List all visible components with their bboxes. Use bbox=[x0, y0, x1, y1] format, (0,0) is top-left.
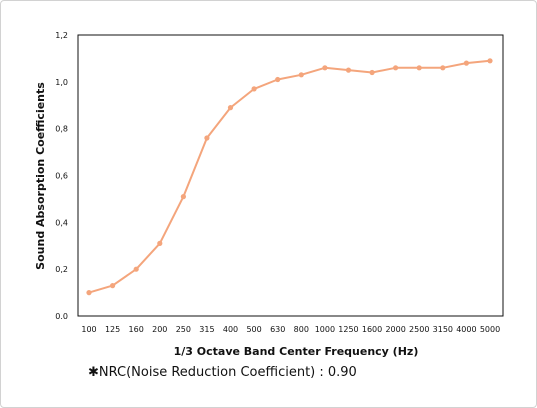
x-tick-label: 2500 bbox=[409, 325, 429, 334]
x-tick-label: 100 bbox=[81, 325, 96, 334]
nrc-note: ✱NRC(Noise Reduction Coefficient) : 0.90 bbox=[88, 365, 357, 380]
data-point bbox=[416, 65, 422, 71]
x-tick-label: 800 bbox=[294, 325, 309, 334]
y-tick-label: 0,2 bbox=[55, 265, 68, 274]
x-tick-label: 630 bbox=[270, 325, 285, 334]
data-point bbox=[110, 283, 116, 289]
x-tick-label: 3150 bbox=[433, 325, 453, 334]
data-point bbox=[204, 135, 210, 141]
data-point bbox=[251, 86, 257, 92]
y-tick-label: 1,2 bbox=[55, 31, 68, 40]
data-point bbox=[133, 266, 139, 272]
x-tick-label: 160 bbox=[129, 325, 144, 334]
x-tick-label: 1250 bbox=[338, 325, 358, 334]
data-point bbox=[180, 194, 186, 200]
x-tick-label: 315 bbox=[199, 325, 214, 334]
data-point bbox=[275, 76, 281, 83]
nrc-note-text: NRC(Noise Reduction Coefficient) : 0.90 bbox=[98, 365, 357, 380]
x-tick-label: 4000 bbox=[456, 325, 476, 334]
y-tick-label: 1,0 bbox=[55, 78, 68, 87]
x-tick-label: 400 bbox=[223, 325, 238, 334]
series-line bbox=[88, 59, 491, 294]
x-axis-title: 1/3 Octave Band Center Frequency (Hz) bbox=[174, 345, 419, 358]
data-point bbox=[157, 240, 163, 246]
x-tick-label: 1600 bbox=[362, 325, 382, 334]
x-tick-label: 5000 bbox=[480, 325, 500, 334]
x-tick-label: 1000 bbox=[315, 325, 335, 334]
asterisk-marker: ✱ bbox=[88, 365, 99, 380]
data-point bbox=[440, 65, 446, 71]
x-tick-label: 200 bbox=[152, 325, 167, 334]
x-axis-ticks: 100 125 160 200 250 315 400 500 630 800 1000 1250 16… bbox=[81, 325, 500, 334]
data-point bbox=[487, 58, 493, 64]
x-tick-label: 125 bbox=[105, 325, 120, 334]
y-tick-label: 0,8 bbox=[55, 125, 68, 134]
x-tick-label: 500 bbox=[246, 325, 261, 334]
data-point bbox=[463, 60, 469, 66]
data-point bbox=[86, 290, 92, 296]
plot-area bbox=[77, 34, 504, 317]
y-tick-label: 0,4 bbox=[55, 218, 68, 227]
data-point bbox=[393, 65, 399, 71]
data-point bbox=[298, 72, 304, 78]
data-point bbox=[227, 105, 234, 111]
x-tick-label: 250 bbox=[176, 325, 191, 334]
y-tick-label: 0,6 bbox=[55, 172, 68, 181]
data-point bbox=[322, 65, 328, 71]
data-point bbox=[369, 69, 375, 76]
y-axis-ticks: 0.0 0,2 0,4 0,6 0,8 1,0 1,2 bbox=[55, 31, 68, 321]
series-group bbox=[86, 58, 493, 296]
x-tick-label: 2000 bbox=[385, 325, 405, 334]
data-point bbox=[345, 67, 352, 73]
y-axis-title: Sound Absorption Coefficients bbox=[34, 82, 47, 270]
y-tick-label: 0.0 bbox=[55, 312, 68, 321]
